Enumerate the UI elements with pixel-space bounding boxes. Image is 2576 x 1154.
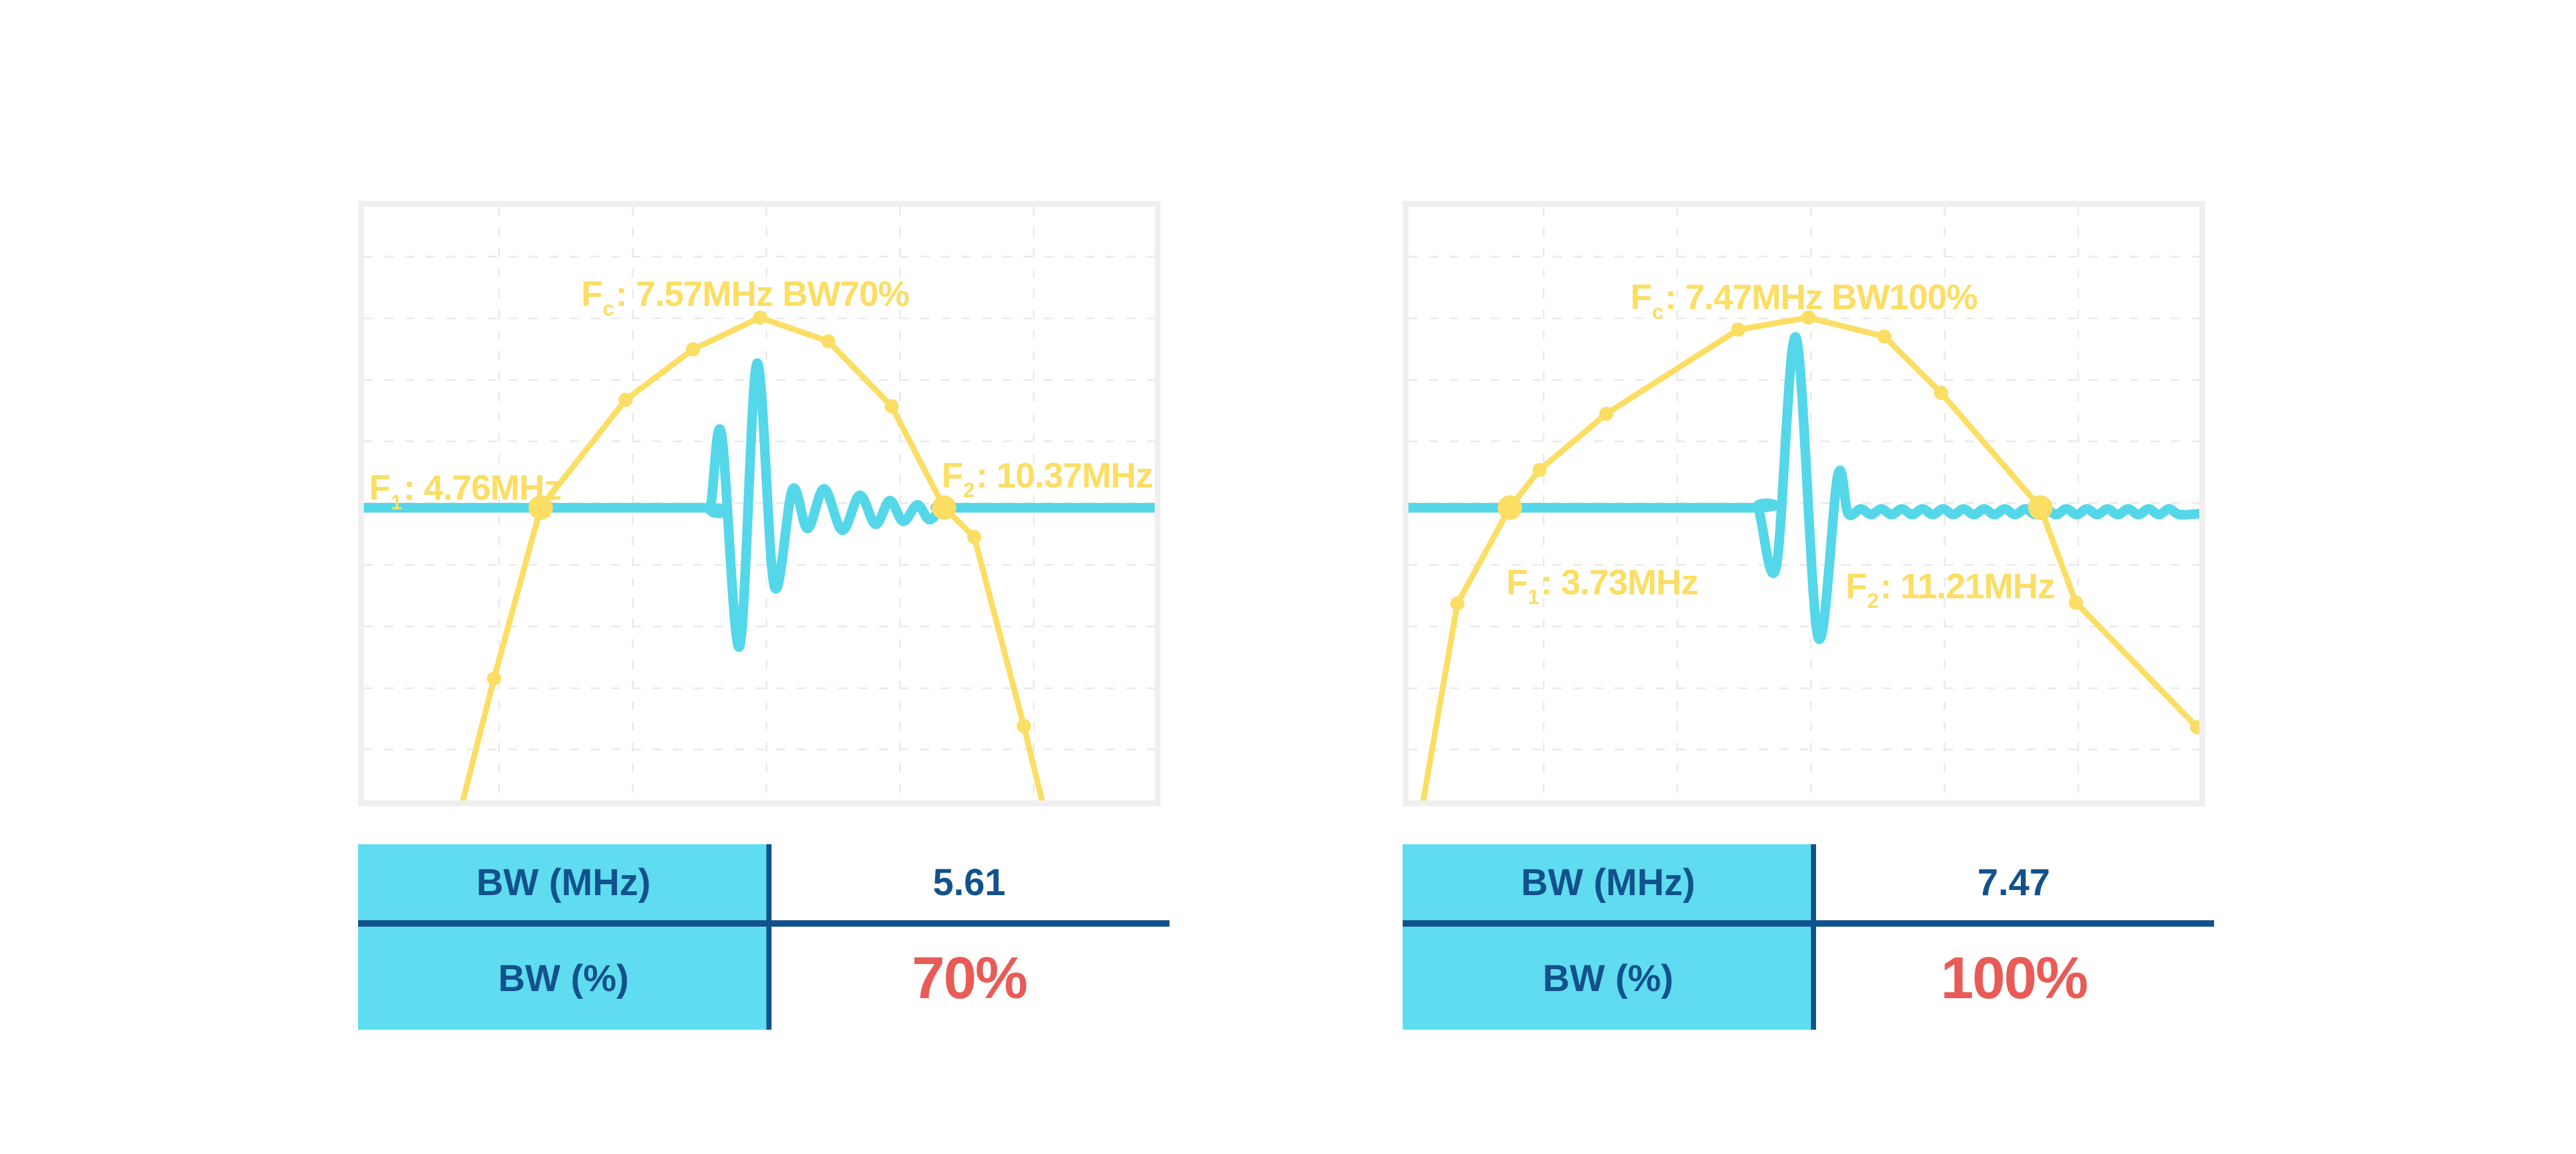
f2-subscript: 2 bbox=[963, 478, 975, 502]
column-divider bbox=[766, 844, 772, 1030]
f2-text: : 10.37MHz bbox=[976, 455, 1153, 495]
bw-pct-label-cell: BW (%) bbox=[358, 927, 769, 1030]
f1-subscript: 1 bbox=[1528, 585, 1539, 609]
f2-prefix: F bbox=[942, 455, 963, 495]
f1-subscript: 1 bbox=[390, 491, 402, 515]
right-f1-annotation: F1: 3.73MHz bbox=[1506, 562, 1699, 609]
row-divider bbox=[358, 920, 1170, 927]
fc-subscript: c bbox=[602, 296, 614, 320]
fc-prefix: F bbox=[1630, 277, 1653, 317]
f1-prefix: F bbox=[1506, 562, 1528, 602]
fc-subscript: c bbox=[1652, 300, 1663, 324]
left-f2-annotation: F2: 10.37MHz bbox=[942, 455, 1153, 502]
f1-text: : 4.76MHz bbox=[403, 468, 562, 508]
f2-subscript: 2 bbox=[1867, 589, 1879, 613]
bw-pct-value-cell: 70% bbox=[769, 927, 1170, 1030]
bw-mhz-value-cell: 7.47 bbox=[1814, 844, 2214, 920]
right-spectrum-plot bbox=[1408, 207, 2199, 800]
f1-text: : 3.73MHz bbox=[1540, 562, 1699, 602]
f2-prefix: F bbox=[1845, 566, 1868, 607]
fc-text: : 7.57MHz BW70% bbox=[615, 273, 910, 314]
right-bandwidth-table: BW (MHz) 7.47 BW (%) 100% bbox=[1403, 844, 2214, 1030]
bw-mhz-label-cell: BW (MHz) bbox=[1403, 844, 1814, 920]
f2-text: : 11.21MHz bbox=[1880, 566, 2055, 607]
bw-mhz-label-cell: BW (MHz) bbox=[358, 844, 769, 920]
bw-pct-label-cell: BW (%) bbox=[1403, 927, 1814, 1030]
bw-pct-value-cell: 100% bbox=[1814, 927, 2214, 1030]
row-divider bbox=[1403, 920, 2214, 927]
bw-mhz-value-cell: 5.61 bbox=[769, 844, 1170, 920]
right-f2-annotation: F2: 11.21MHz bbox=[1845, 565, 2056, 612]
left-f1-annotation: F1: 4.76MHz bbox=[369, 467, 562, 514]
left-bandwidth-table: BW (MHz) 5.61 BW (%) 70% bbox=[358, 844, 1170, 1030]
left-spectrum-plot bbox=[364, 207, 1155, 800]
column-divider bbox=[1811, 844, 1816, 1030]
f1-prefix: F bbox=[369, 468, 391, 508]
left-fc-annotation: Fc: 7.57MHz BW70% bbox=[581, 273, 910, 320]
fc-text: : 7.47MHz BW100% bbox=[1665, 277, 1978, 317]
fc-prefix: F bbox=[581, 273, 603, 314]
left-chart: Fc: 7.57MHz BW70% F1: 4.76MHz F2: 10.37M… bbox=[358, 201, 1160, 806]
left-plot-area: Fc: 7.57MHz BW70% F1: 4.76MHz F2: 10.37M… bbox=[364, 207, 1155, 800]
right-chart: Fc: 7.47MHz BW100% F1: 3.73MHz F2: 11.21… bbox=[1403, 201, 2205, 806]
right-fc-annotation: Fc: 7.47MHz BW100% bbox=[1630, 276, 1978, 323]
right-plot-area: Fc: 7.47MHz BW100% F1: 3.73MHz F2: 11.21… bbox=[1408, 207, 2199, 800]
